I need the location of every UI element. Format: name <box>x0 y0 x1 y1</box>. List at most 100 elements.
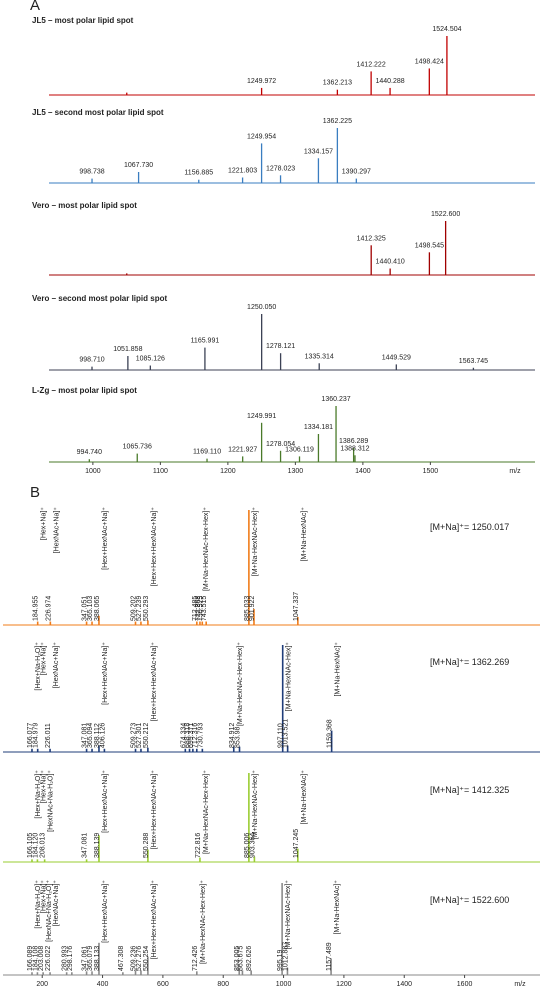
x-tick-label: 1400 <box>355 468 371 475</box>
peak-label: 1563.745 <box>459 358 488 365</box>
peak-label: 226.011 <box>45 723 52 748</box>
spectrum-title: JL5 – second most polar lipid spot <box>32 108 164 117</box>
peak-label: 722.816 <box>195 833 202 858</box>
peak-annotation: [Hex+Na]⁺ <box>40 770 47 803</box>
peak-label: 1047.337 <box>293 592 300 621</box>
peak-label: 347.081 <box>82 723 89 748</box>
peak-annotation: [M+Na-HexNAc]⁺ <box>301 507 308 562</box>
peak-label: 1159.368 <box>327 719 334 748</box>
peak-label: 998.710 <box>79 357 104 364</box>
x-tick-label: 1000 <box>85 468 101 475</box>
peak-label: 885.006 <box>244 833 251 858</box>
peak-annotation: [Hex+HexNAc+Na]⁺ <box>102 770 109 833</box>
peak-label: 166.089 <box>27 946 34 971</box>
x-tick-label: 400 <box>97 981 109 988</box>
spectrum-annotation: [M+Na]⁺= 1250.017 <box>430 522 509 532</box>
peak-label: 347.051 <box>82 596 89 621</box>
peak-label: 903.364 <box>249 833 256 858</box>
peak-annotation: [M+Na-HexNAc]⁺ <box>334 880 341 935</box>
peak-label: 1278.121 <box>266 343 295 350</box>
x-axis-label: m/z <box>514 981 526 988</box>
peak-label: 550.212 <box>143 723 150 748</box>
spectrum-title: Vero – second most polar lipid spot <box>32 294 167 303</box>
peak-label: 388.065 <box>94 596 101 621</box>
peak-label: 388.112 <box>94 723 101 748</box>
peak-label: 1334.157 <box>304 148 333 155</box>
peak-label: 995.19 <box>277 949 284 971</box>
peak-label: 1067.730 <box>124 162 153 169</box>
peak-label: 527.239 <box>136 596 143 621</box>
peak-annotation: [Hex+Na]⁺ <box>41 507 48 540</box>
peak-label: 997.110 <box>278 723 285 748</box>
peak-label: 1449.529 <box>382 354 411 361</box>
peak-annotation: [HexNAc+Na]⁺ <box>53 642 60 689</box>
peak-label: 509.236 <box>131 946 138 971</box>
peak-label: 730.525 <box>197 596 204 621</box>
peak-label: 863.675 <box>237 946 244 971</box>
peak-annotation: [M+Na-HexNAc-Hex]⁺ <box>252 770 259 840</box>
peak-label: 347.061 <box>82 946 89 971</box>
spectrum-title: JL5 – most polar lipid spot <box>32 16 134 25</box>
peak-label: 1362.213 <box>323 80 352 87</box>
peak-label: 885.033 <box>244 596 251 621</box>
peak-label: 166.077 <box>27 723 34 748</box>
peak-label: 184.108 <box>32 946 39 971</box>
x-tick-label: 600 <box>157 981 169 988</box>
peak-label: 1249.954 <box>247 133 276 140</box>
peak-label: 1360.237 <box>321 396 350 403</box>
peak-label: 743.515 <box>201 596 208 621</box>
peak-annotation: [M+Na-HexNAc-Hex-Hex]⁺ <box>203 770 210 854</box>
peak-annotation: [M+Na-HexNAc]⁺ <box>301 770 308 825</box>
peak-label: 1249.991 <box>247 413 276 420</box>
peak-label: 1498.545 <box>415 242 444 249</box>
x-tick-label: 1200 <box>220 468 236 475</box>
peak-label: 722.868 <box>195 596 202 621</box>
peak-label: 1388.312 <box>340 445 369 452</box>
peak-annotation: [Hex+Na-H₂O]⁺ <box>35 770 42 819</box>
peak-annotation: [Hex+HexNAc+Na]⁺ <box>102 507 109 570</box>
peak-annotation: [Hex+Hex+HexNAc+Na]⁺ <box>151 642 158 722</box>
peak-label: 1524.504 <box>432 26 461 33</box>
spectrum-annotation: [M+Na]⁺= 1412.325 <box>430 785 509 795</box>
spectrum-annotation: [M+Na]⁺= 1362.269 <box>430 657 509 667</box>
x-tick-label: 1200 <box>336 981 352 988</box>
x-tick-label: 800 <box>217 981 229 988</box>
x-tick-label: 1300 <box>288 468 304 475</box>
x-tick-label: 1000 <box>276 981 292 988</box>
peak-label: 1390.297 <box>342 169 371 176</box>
x-tick-label: 1500 <box>423 468 439 475</box>
x-tick-label: 1400 <box>396 981 412 988</box>
peak-annotation: [HexNAc+Na]⁺ <box>53 880 60 927</box>
peak-label: 901.922 <box>249 596 256 621</box>
peak-label: 226.022 <box>45 946 52 971</box>
peak-label: 1278.054 <box>266 441 295 448</box>
peak-label: 1440.288 <box>375 78 404 85</box>
peak-annotation: [M+Na-HexNAc-Hex]⁺ <box>252 507 259 577</box>
peak-label: 1498.424 <box>415 58 444 65</box>
peak-label: 166.105 <box>27 833 34 858</box>
peak-label: 203.008 <box>38 946 45 971</box>
panel-label: A <box>30 0 40 14</box>
peak-label: 1047.245 <box>293 829 300 858</box>
peak-label: 892.626 <box>246 946 253 971</box>
peak-annotation: [HexNAc+Na-H₂O]⁺ <box>48 770 55 832</box>
peak-label: 550.293 <box>143 596 150 621</box>
peak-label: 712.485 <box>192 596 199 621</box>
x-tick-label: 1100 <box>153 468 168 475</box>
peak-label: 1012.887 <box>282 942 289 971</box>
peak-annotation: [M+Na-HexNAc-Hex]⁺ <box>285 880 292 950</box>
peak-annotation: [Hex+HexNAc+Na]⁺ <box>102 880 109 943</box>
peak-label: 550.288 <box>143 833 150 858</box>
peak-label: 1306.119 <box>285 446 314 453</box>
peak-label: 1335.314 <box>305 353 334 360</box>
peak-label: 388.139 <box>94 833 101 858</box>
peak-label: 550.254 <box>143 946 150 971</box>
peak-label: 1065.736 <box>123 444 152 451</box>
peak-label: 467.308 <box>118 946 125 971</box>
peak-label: 998.738 <box>79 169 104 176</box>
peak-label: 184.955 <box>33 596 40 621</box>
peak-annotation: [Hex+Na]⁺ <box>40 880 47 913</box>
peak-label: 509.202 <box>131 596 138 621</box>
peak-label: 1412.325 <box>357 235 386 242</box>
